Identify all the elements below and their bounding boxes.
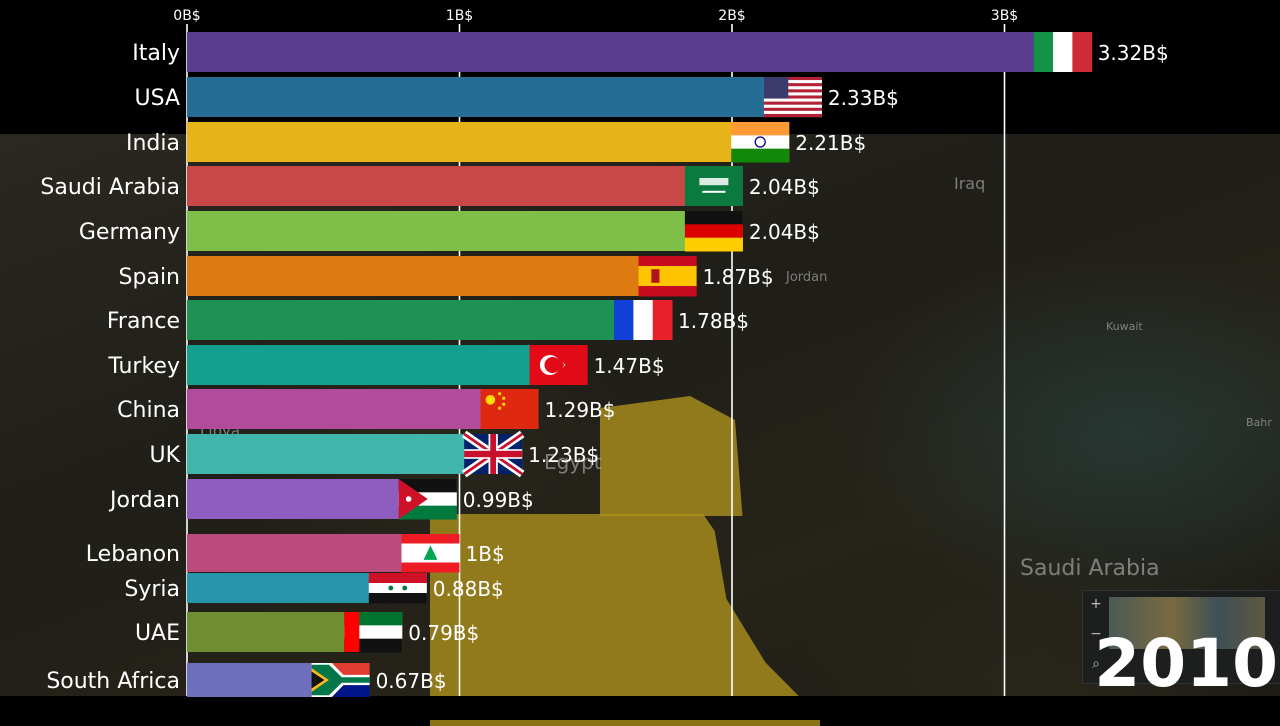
bottom-strip (0, 696, 1280, 720)
value-label: 0.99B$ (463, 488, 534, 512)
bar-row-italy: Italy 3.32B$ (132, 32, 1169, 72)
bar (187, 166, 743, 206)
category-label: Turkey (107, 354, 180, 379)
value-label: 1.23B$ (528, 443, 599, 467)
bar-row-jordan: Jordan 0.99B$ (108, 479, 534, 520)
bar-row-turkey: Turkey 1.47B$ (107, 345, 665, 385)
x-tick-labels: 0B$ 1B$ 2B$ 3B$ (173, 8, 1018, 24)
turkey-flag (529, 345, 588, 385)
value-label: 2.33B$ (828, 86, 899, 110)
syria-flag (368, 573, 427, 604)
saudi-arabia-flag (684, 166, 743, 206)
category-label: Syria (124, 577, 180, 602)
india-flag (731, 122, 790, 163)
year-label: 2010 (1094, 625, 1278, 702)
map-label-iraq: Iraq (954, 174, 986, 193)
bar (187, 77, 822, 117)
map-label-saudi-arabia: Saudi Arabia (1020, 556, 1160, 581)
map-label-egypt: Egypt (544, 450, 602, 474)
category-label: UAE (135, 621, 180, 646)
france-flag (614, 300, 673, 340)
bar-row-lebanon: Lebanon 1B$ (86, 534, 505, 573)
bar-row-india: India 2.21B$ (126, 122, 866, 163)
bar-row-south-africa: South Africa 0.67B$ (46, 663, 447, 697)
zoom-out-button[interactable]: − (1090, 626, 1102, 642)
value-label: 1B$ (466, 542, 505, 566)
bar (187, 256, 697, 296)
bar-row-uae: UAE 0.79B$ (135, 612, 479, 653)
bar-row-germany: Germany 2.04B$ (79, 211, 820, 252)
x-tick-label: 0B$ (173, 8, 200, 24)
value-label: 0.67B$ (376, 669, 447, 693)
category-label: Germany (79, 220, 180, 245)
category-label: France (107, 309, 180, 334)
category-label: India (126, 131, 180, 156)
germany-flag (684, 211, 743, 252)
lebanon-flag (401, 534, 460, 573)
value-label: 0.88B$ (433, 577, 504, 601)
category-label: Saudi Arabia (40, 175, 180, 200)
value-label: 1.29B$ (545, 398, 616, 422)
value-label: 2.04B$ (749, 175, 820, 199)
usa-flag (763, 77, 822, 118)
bar-row-uk: UK 1.23B$ (149, 430, 599, 478)
value-label: 1.87B$ (703, 265, 774, 289)
value-label: 2.04B$ (749, 220, 820, 244)
value-label: 1.47B$ (594, 354, 665, 378)
category-label: UK (149, 443, 180, 468)
value-label: 1.78B$ (678, 309, 749, 333)
uk-flag (461, 430, 525, 478)
category-label: Italy (132, 41, 180, 66)
bar (187, 300, 673, 340)
bars: Italy 3.32B$ USA 2.33B$ India 2.21B$ Saudi Ara… (40, 32, 1169, 697)
zoom-in-button[interactable]: + (1090, 596, 1102, 612)
bar (187, 345, 588, 385)
x-tick-label: 2B$ (718, 8, 745, 24)
south-africa-flag (311, 663, 370, 697)
category-label: South Africa (46, 669, 180, 694)
bar (187, 389, 539, 429)
jordan-flag (398, 479, 457, 520)
bar-row-spain: Spain 1.87B$ (119, 256, 774, 297)
italy-flag (1033, 32, 1093, 72)
bar (187, 32, 1092, 72)
spain-flag (638, 256, 697, 297)
x-tick-label: 3B$ (991, 8, 1018, 24)
bar (187, 122, 790, 162)
map-label-jordan: Jordan (786, 270, 828, 285)
bar-row-china: China 1.29B$ (117, 389, 616, 429)
minimap[interactable]: + − ⌕ (1082, 590, 1280, 684)
bar-row-france: France 1.78B$ (107, 300, 749, 340)
uae-flag (344, 612, 403, 653)
search-icon[interactable]: ⌕ (1092, 656, 1100, 672)
map-label-kuwait: Kuwait (1106, 320, 1143, 333)
china-flag (480, 389, 539, 429)
category-label: Lebanon (86, 542, 180, 567)
value-label: 0.79B$ (408, 621, 479, 645)
category-label: China (117, 398, 180, 423)
category-label: USA (134, 86, 180, 111)
x-tick-label: 1B$ (446, 8, 473, 24)
bar-row-usa: USA 2.33B$ (134, 77, 899, 118)
egypt-highlight-upper (600, 396, 743, 516)
bar (187, 211, 743, 251)
bar-row-saudi-arabia: Saudi Arabia 2.04B$ (40, 166, 820, 206)
bar-row-syria: Syria 0.88B$ (124, 573, 504, 604)
value-label: 3.32B$ (1098, 41, 1169, 65)
minimap-image (1109, 597, 1265, 649)
category-label: Spain (119, 265, 180, 290)
value-label: 2.21B$ (795, 131, 866, 155)
category-label: Jordan (108, 488, 180, 513)
map-label-bahrain: Bahr (1246, 416, 1272, 429)
